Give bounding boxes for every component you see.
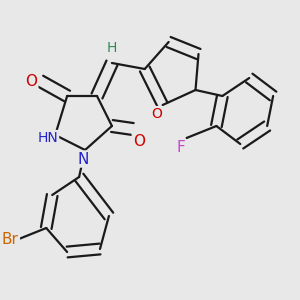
Text: N: N	[78, 152, 89, 166]
Text: HN: HN	[38, 131, 58, 145]
Text: O: O	[151, 107, 162, 121]
Text: O: O	[25, 74, 37, 88]
Text: Br: Br	[2, 232, 19, 247]
Text: O: O	[133, 134, 145, 148]
Text: F: F	[176, 140, 185, 154]
Text: H: H	[107, 41, 117, 55]
